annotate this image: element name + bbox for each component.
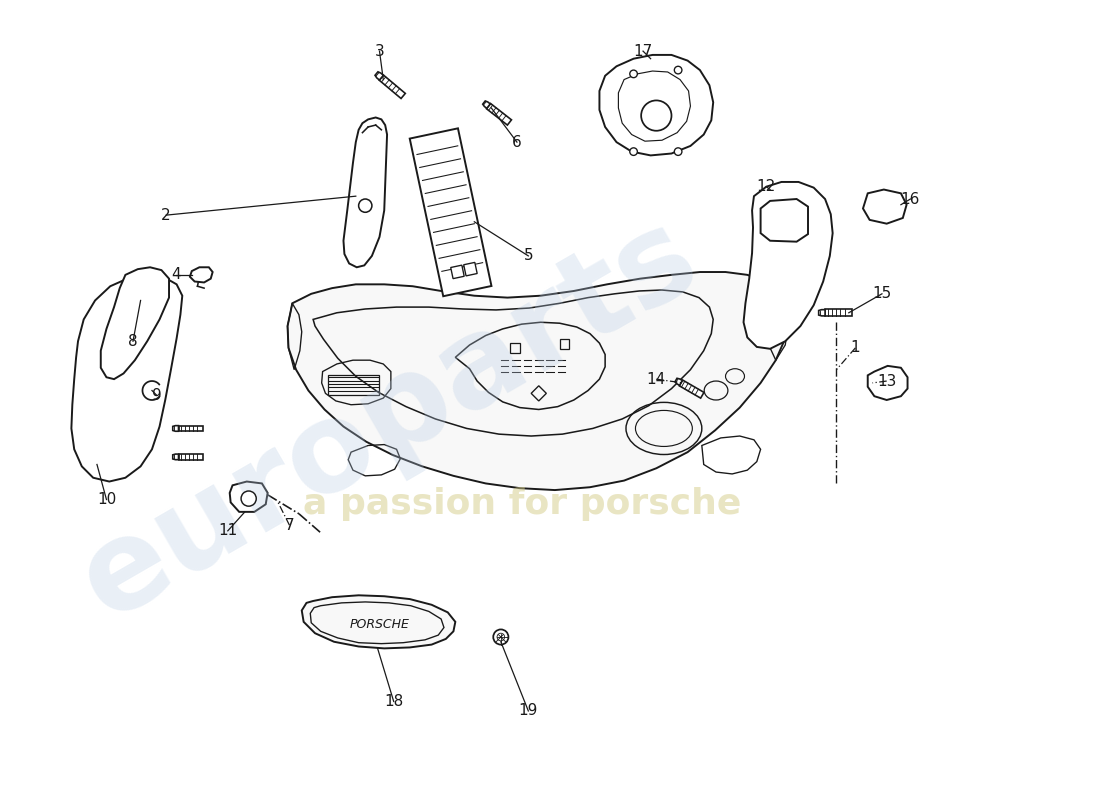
Text: 17: 17 (634, 44, 652, 58)
Polygon shape (825, 310, 851, 316)
Circle shape (674, 66, 682, 74)
Text: 18: 18 (384, 694, 404, 709)
Polygon shape (483, 101, 491, 108)
Text: 15: 15 (872, 286, 892, 302)
Polygon shape (451, 265, 464, 278)
Polygon shape (230, 482, 267, 512)
Polygon shape (818, 310, 825, 316)
Text: 19: 19 (518, 703, 538, 718)
Circle shape (359, 199, 372, 212)
Text: europarts: europarts (59, 194, 718, 644)
Polygon shape (486, 103, 512, 125)
Polygon shape (178, 426, 204, 431)
Polygon shape (178, 454, 204, 460)
Text: 3: 3 (375, 44, 384, 58)
Text: 11: 11 (218, 523, 238, 538)
Circle shape (641, 101, 671, 130)
Polygon shape (409, 128, 492, 296)
Polygon shape (680, 380, 704, 398)
Polygon shape (173, 454, 178, 460)
Text: 13: 13 (877, 374, 896, 389)
Text: 1: 1 (850, 340, 860, 355)
Polygon shape (173, 426, 178, 431)
Circle shape (241, 491, 256, 506)
Text: 9: 9 (152, 388, 162, 402)
Text: 7: 7 (285, 518, 294, 533)
Polygon shape (72, 275, 183, 482)
Text: 12: 12 (757, 179, 776, 194)
Polygon shape (379, 75, 405, 98)
Circle shape (497, 634, 505, 641)
Polygon shape (675, 378, 682, 386)
Circle shape (630, 70, 637, 78)
Text: 8: 8 (129, 334, 138, 349)
Polygon shape (868, 366, 908, 400)
Text: a passion for porsche: a passion for porsche (302, 487, 741, 522)
Text: 6: 6 (513, 134, 521, 150)
Circle shape (674, 148, 682, 155)
Polygon shape (760, 199, 808, 242)
Polygon shape (464, 262, 477, 276)
Circle shape (630, 148, 637, 155)
Text: 5: 5 (524, 248, 534, 263)
Polygon shape (744, 182, 833, 349)
Polygon shape (301, 595, 455, 648)
Circle shape (493, 630, 508, 645)
Text: 2: 2 (162, 208, 170, 222)
Text: 4: 4 (170, 267, 180, 282)
Polygon shape (343, 118, 387, 267)
Polygon shape (287, 272, 789, 490)
Polygon shape (600, 55, 713, 155)
Polygon shape (375, 72, 384, 80)
Polygon shape (864, 190, 906, 224)
Text: 14: 14 (647, 372, 666, 386)
Text: PORSCHE: PORSCHE (350, 618, 409, 631)
Polygon shape (101, 267, 169, 379)
Text: 16: 16 (901, 191, 920, 206)
Polygon shape (190, 267, 212, 282)
Text: 10: 10 (97, 492, 117, 507)
